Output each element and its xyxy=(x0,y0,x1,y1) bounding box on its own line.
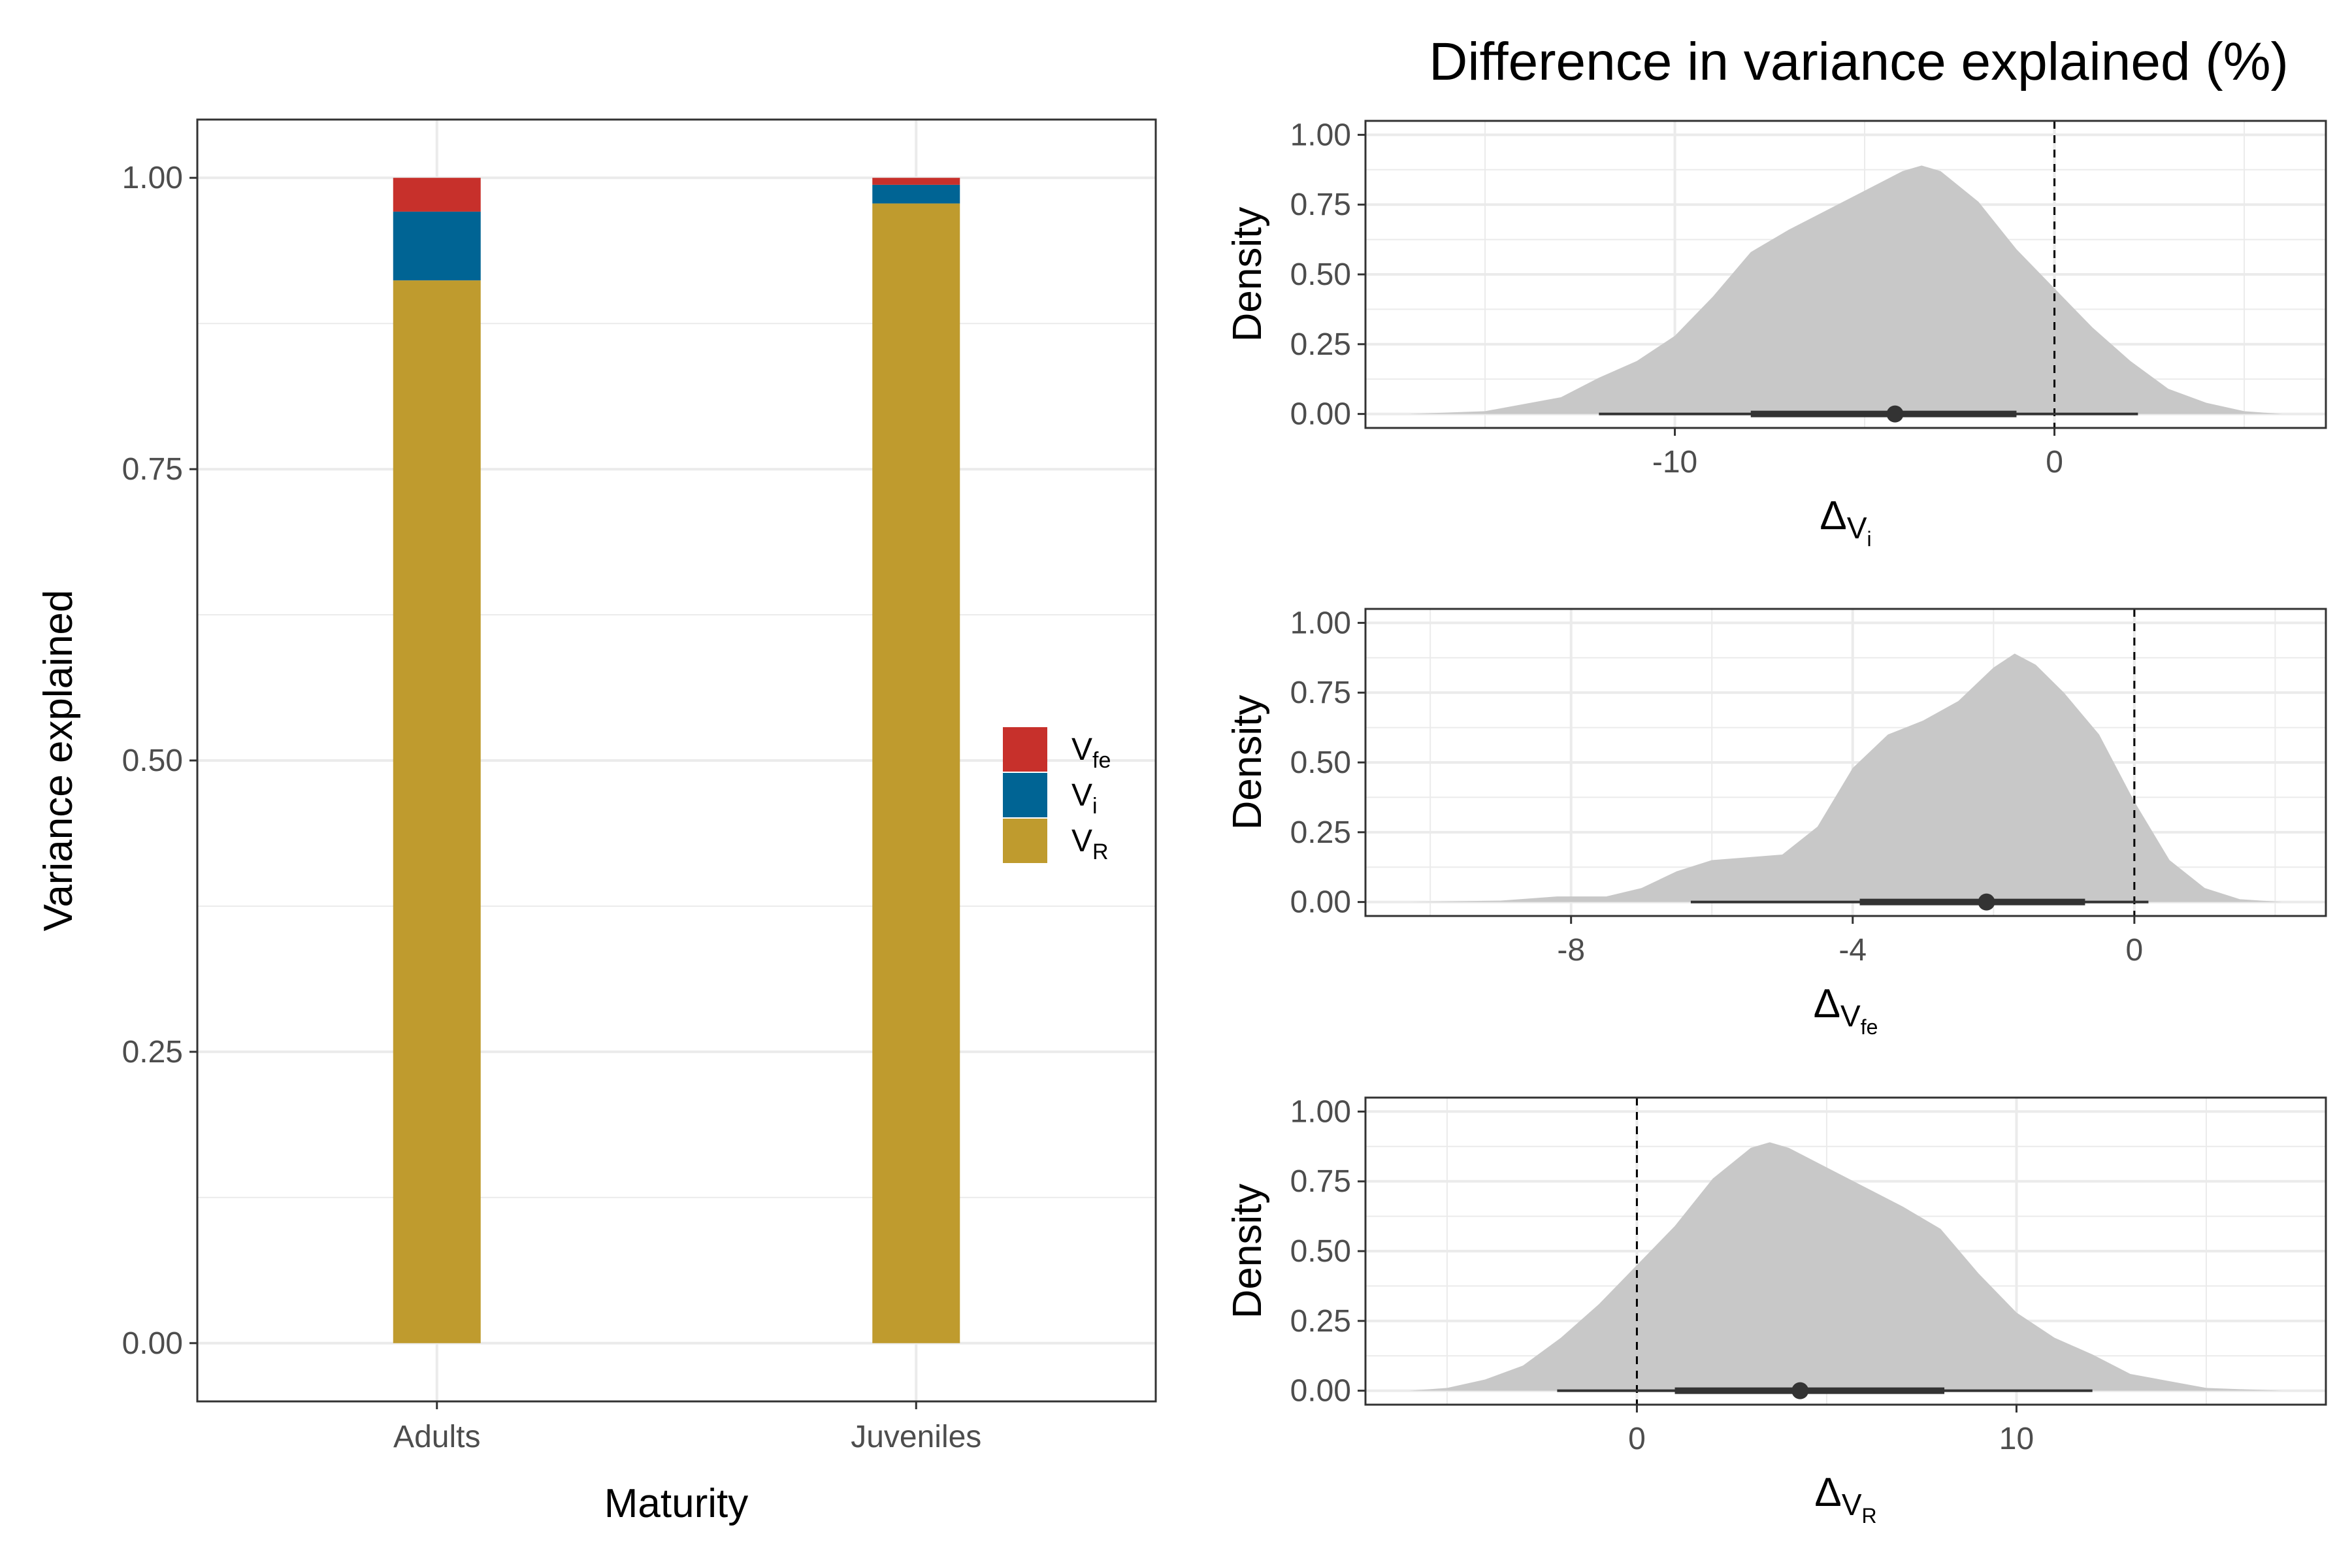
density-y-tick-label: 0.75 xyxy=(1290,1164,1351,1199)
density-y-tick-label: 0.50 xyxy=(1290,745,1351,780)
density-y-tick-label: 0.00 xyxy=(1290,1374,1351,1409)
bar-y-tick-label: 0.25 xyxy=(122,1035,183,1070)
median-point xyxy=(1978,893,1995,911)
density-x-tick-label: -4 xyxy=(1838,933,1867,968)
density-y-tick-label: 1.00 xyxy=(1290,1094,1351,1129)
bar-x-tick-label: Adults xyxy=(393,1420,480,1454)
density-x-tick-label: 0 xyxy=(1628,1422,1646,1456)
legend-label-Vfe: Vfe xyxy=(1071,732,1111,773)
density-y-tick-label: 0.25 xyxy=(1290,815,1351,850)
density-main-title: Difference in variance explained (%) xyxy=(1429,32,2289,91)
bar-segment-VR-adults xyxy=(393,280,481,1343)
density-x-axis-title: ΔVfe xyxy=(1814,981,1878,1039)
density-y-tick-label: 0.50 xyxy=(1290,257,1351,292)
bar-marks xyxy=(393,178,960,1343)
legend-label-VR: VR xyxy=(1071,824,1109,864)
density-y-tick-label: 0.00 xyxy=(1290,885,1351,920)
bar-x-ticks: Adults Juveniles xyxy=(393,1401,981,1454)
bar-segment-VR-juveniles xyxy=(872,203,960,1343)
density-y-tick-label: 0.50 xyxy=(1290,1234,1351,1269)
legend-key-Vi xyxy=(1003,773,1047,817)
bar-segment-Vfe-adults xyxy=(393,178,481,212)
density-x-tick-label: 0 xyxy=(2046,445,2063,480)
density-y-axis-title: Density xyxy=(1225,1184,1270,1319)
density-x-tick-label: -10 xyxy=(1652,445,1697,480)
density-y-axis-title: Density xyxy=(1225,207,1270,342)
legend-key-VR xyxy=(1003,819,1047,863)
density-panel-1: 0.00 0.25 0.50 0.75 1.00 -10 0 Density ΔVi xyxy=(1225,118,2327,551)
density-x-tick-label: 0 xyxy=(2126,933,2144,968)
density-y-tick-label: 0.25 xyxy=(1290,327,1351,362)
density-y-axis-title: Density xyxy=(1225,695,1270,830)
bar-segment-Vfe-juveniles xyxy=(872,178,960,185)
median-point xyxy=(1886,405,1904,423)
legend-key-Vfe xyxy=(1003,727,1047,772)
bar-x-tick-label: Juveniles xyxy=(851,1420,981,1454)
density-x-tick-label: 10 xyxy=(1999,1422,2034,1456)
density-x-axis-title: ΔVi xyxy=(1820,493,1871,551)
density-panels: 0.000.250.500.751.00-10 0DensityΔVi0.000.… xyxy=(1225,118,2327,1527)
bar-y-tick-label: 0.50 xyxy=(122,743,183,778)
density-y-tick-label: 0.75 xyxy=(1290,676,1351,710)
density-y-tick-label: 1.00 xyxy=(1290,118,1351,152)
density-area xyxy=(1409,165,2283,414)
bar-y-ticks: 0.00 0.25 0.50 0.75 1.00 xyxy=(122,161,197,1361)
median-point xyxy=(1791,1382,1809,1399)
density-panel-2: 0.00 0.25 0.50 0.75 1.00 -8 -4 0 Density ΔVfe xyxy=(1225,606,2327,1039)
bar-segment-Vi-juveniles xyxy=(872,184,960,204)
density-y-tick-label: 0.00 xyxy=(1290,397,1351,432)
density-x-tick-label: -8 xyxy=(1557,933,1585,968)
bar-y-axis-title: Variance explained xyxy=(36,590,81,932)
legend: Vfe Vi VR xyxy=(1003,727,1111,864)
stacked-bar-chart: 0.00 0.25 0.50 0.75 1.00 Adults Juveniles Mat… xyxy=(36,118,1157,1526)
density-y-tick-label: 0.75 xyxy=(1290,188,1351,222)
density-panel-3: 0.00 0.25 0.50 0.75 1.00 0 10 Density ΔVR xyxy=(1225,1094,2327,1527)
bar-y-tick-label: 0.75 xyxy=(122,452,183,487)
density-x-axis-title: ΔVR xyxy=(1814,1470,1876,1527)
bar-x-axis-title: Maturity xyxy=(604,1481,748,1526)
density-area xyxy=(1409,653,2283,902)
density-y-tick-label: 0.25 xyxy=(1290,1304,1351,1339)
density-area xyxy=(1409,1142,2283,1391)
bar-segment-Vi-adults xyxy=(393,211,481,281)
density-y-tick-label: 1.00 xyxy=(1290,606,1351,640)
bar-y-tick-label: 0.00 xyxy=(122,1326,183,1361)
bar-y-tick-label: 1.00 xyxy=(122,161,183,195)
legend-label-Vi: Vi xyxy=(1071,778,1098,819)
